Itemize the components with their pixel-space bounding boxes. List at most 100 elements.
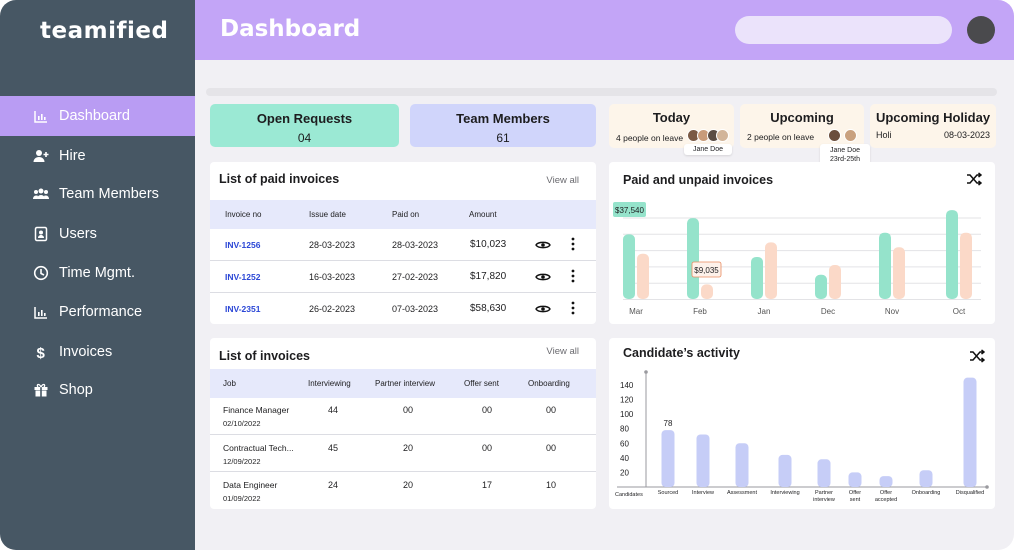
offer-count: 17 [482,480,493,490]
offer-count: 00 [482,405,493,415]
column-header: Invoice no [225,210,262,219]
open-requests-card[interactable]: Open Requests 04 [210,104,399,147]
invoices-title: List of invoices [219,349,310,363]
upcoming-holiday-card[interactable]: Upcoming Holiday Holi 08-03-2023 [870,104,996,148]
upcoming-card[interactable]: Upcoming 2 people on leave [740,104,864,148]
team-members-card[interactable]: Team Members 61 [410,104,596,147]
bar [817,459,831,487]
bar [778,454,792,487]
invoices-panel: List of invoices View all Job Interviewi… [210,338,596,509]
avatar[interactable] [967,16,995,44]
x-tick-label: Onboarding [912,490,941,496]
bar [735,443,749,487]
x-tick-label: Assessment [727,490,757,496]
eye-icon[interactable] [535,272,551,282]
eye-icon[interactable] [535,304,551,314]
job-date: 02/10/2022 [223,419,261,428]
paid-invoices-panel: List of paid invoices View all Invoice n… [210,162,596,324]
sidebar-item-shop[interactable]: Shop [0,370,195,410]
chart-icon [32,303,50,321]
onboarding-count: 10 [546,480,557,490]
y-tick-label: 100 [620,410,634,419]
shuffle-icon[interactable] [969,349,985,363]
offer-count: 00 [482,443,493,453]
candidate-activity-title: Candidate’s activity [623,346,740,360]
sidebar-item-hire[interactable]: Hire [0,136,195,176]
table-header: Invoice no Issue date Paid on Amount [210,200,596,229]
view-all-link[interactable]: View all [546,346,579,357]
more-icon[interactable] [571,301,575,315]
more-icon[interactable] [571,269,575,283]
upcoming-title: Upcoming [770,110,834,125]
bar-paid [751,256,763,299]
amount: $58,630 [470,303,507,314]
sidebar-item-label: Time Mgmt. [59,265,135,281]
data-label-box [613,202,646,217]
column-header: Amount [469,210,497,219]
job-date: 01/09/2022 [223,494,261,503]
x-tick-label: Mar [629,307,643,316]
paid-unpaid-chart: Mar Feb Jan Dec Nov Oct $37,540 $9,035 [613,202,981,316]
bar-unpaid [765,242,777,299]
issue-date: 26-02-2023 [309,304,356,314]
x-tick-label: sent [850,497,861,503]
sidebar-item-dashboard[interactable]: Dashboard [0,96,195,136]
sidebar-item-users[interactable]: Users [0,214,195,254]
sidebar-item-invoices[interactable]: $ Invoices [0,332,195,372]
shuffle-icon[interactable] [966,172,982,186]
column-header: Onboarding [528,379,570,388]
invoice-link[interactable]: INV-2351 [225,304,261,314]
x-axis-label: Candidates [615,492,643,498]
bar [963,377,977,487]
bar [919,470,933,487]
team-members-value: 61 [496,131,510,145]
amount: $10,023 [470,239,507,250]
holiday-name: Holi [876,130,892,140]
bar [848,472,862,487]
paid-date: 27-02-2023 [392,272,439,282]
avatar [716,129,729,142]
avatar [844,129,857,142]
bar [879,476,893,487]
y-tick-label: 80 [620,425,629,434]
more-icon[interactable] [571,237,575,251]
x-tick-label: Disqualified [956,490,984,496]
sidebar-item-label: Hire [59,148,86,164]
y-tick-label: 120 [620,396,634,405]
data-label: 78 [664,419,673,428]
y-tick-label: 40 [620,454,629,463]
avatar [828,129,841,142]
gift-icon [32,381,50,399]
sidebar-item-time-mgmt[interactable]: Time Mgmt. [0,253,195,293]
invoice-link[interactable]: INV-1256 [225,240,261,250]
axis-end [644,370,648,374]
x-tick-label: Sourced [658,490,679,496]
axis-end [985,485,989,489]
issue-date: 28-03-2023 [309,240,356,250]
data-label: $37,540 [615,206,644,215]
holiday-title: Upcoming Holiday [875,110,991,125]
y-tick-label: 20 [620,468,629,477]
sidebar-item-performance[interactable]: Performance [0,292,195,332]
sidebar-item-team-members[interactable]: Team Members [0,174,195,214]
job-date: 12/09/2022 [223,457,261,466]
sidebar-item-label: Invoices [59,344,113,360]
view-all-link[interactable]: View all [546,175,579,186]
eye-icon[interactable] [535,240,551,250]
search-input[interactable] [735,16,952,44]
bar-unpaid [893,247,905,299]
column-header: Offer sent [464,379,499,388]
holiday-date: 08-03-2023 [943,130,990,140]
bar-paid [946,210,958,299]
bar-paid [623,234,635,299]
x-tick-label: Jan [758,307,771,316]
users-icon [32,185,50,203]
dollar-icon: $ [32,343,50,361]
column-header: Job [223,379,236,388]
x-tick-label: Offer [880,490,892,496]
invoice-link[interactable]: INV-1252 [225,272,261,282]
partner-count: 00 [403,405,414,415]
x-tick-label: Nov [885,307,899,316]
job-name: Data Engineer [223,480,278,490]
today-card[interactable]: Today 4 people on leave [609,104,734,148]
